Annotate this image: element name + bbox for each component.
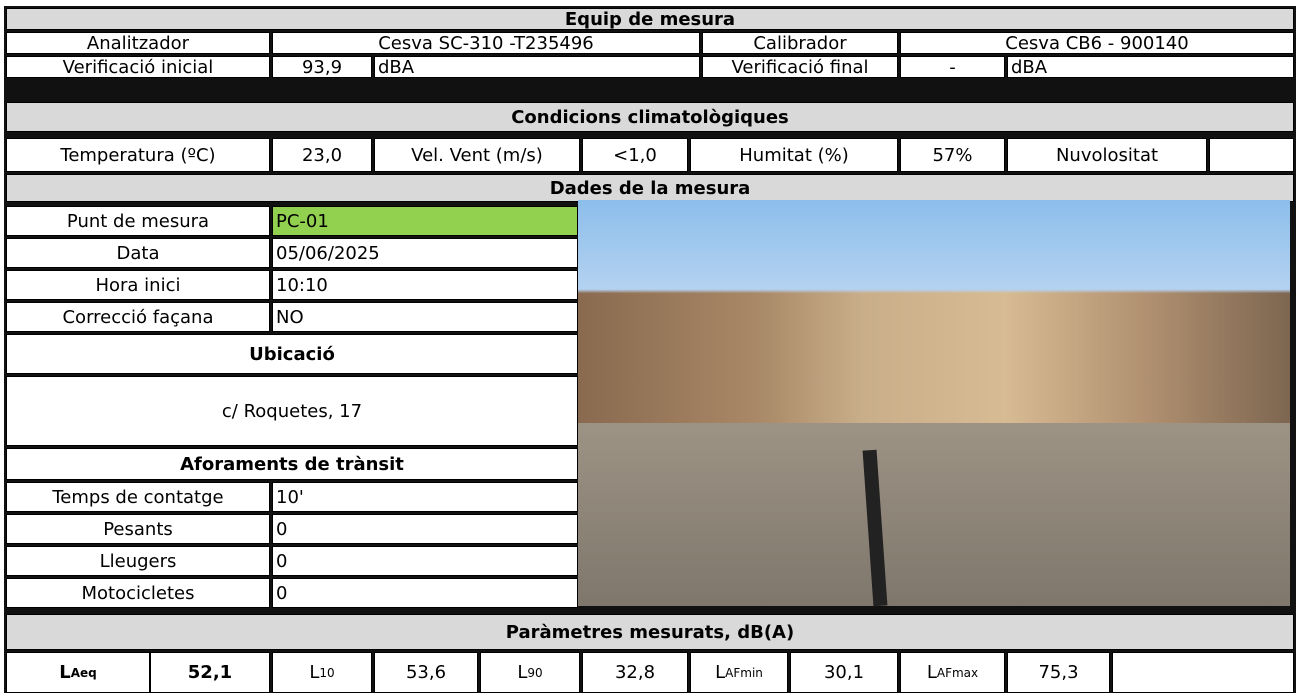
value	[1209, 138, 1294, 172]
parameter-value: 52,1	[150, 652, 270, 693]
label: Analitzador	[6, 32, 270, 54]
value: 10'	[272, 482, 578, 512]
subscript: 10	[319, 665, 335, 680]
section-header: Equip de mesura	[6, 8, 1294, 30]
label: Verificació inicial	[6, 56, 270, 78]
parameter-value: 75,3	[1007, 652, 1110, 693]
empty-cell	[1112, 652, 1294, 693]
parameter-label: L AFmin	[690, 652, 788, 693]
value: Cesva SC-310 -T235496	[272, 32, 700, 54]
section-header: Ubicació	[6, 334, 578, 374]
parameter-label: L Aeq	[6, 652, 150, 693]
parameter-label: L 10	[272, 652, 372, 693]
parameter-value: 32,8	[582, 652, 688, 693]
parameter-label: L AFmax	[900, 652, 1005, 693]
symbol: L	[309, 662, 320, 683]
unit: dBA	[1007, 56, 1294, 78]
symbol: L	[517, 662, 528, 683]
value: 0	[272, 578, 578, 608]
subscript: 90	[527, 665, 543, 680]
parameter-value: 30,1	[790, 652, 898, 693]
value: 57%	[900, 138, 1005, 172]
label: Nuvolositat	[1007, 138, 1207, 172]
value: 93,9	[272, 56, 372, 78]
label: Temperatura (ºC)	[6, 138, 270, 172]
value: 10:10	[272, 270, 578, 300]
value: NO	[272, 302, 578, 332]
label: Humitat (%)	[690, 138, 898, 172]
label: Vel. Vent (m/s)	[374, 138, 580, 172]
subscript: AFmax	[936, 665, 979, 680]
label: Pesants	[6, 514, 270, 544]
subscript: Aeq	[70, 665, 97, 680]
symbol: L	[715, 662, 726, 683]
parameter-value: 53,6	[374, 652, 478, 693]
unit: dBA	[374, 56, 700, 78]
section-header: Paràmetres mesurats, dB(A)	[6, 614, 1294, 650]
label: Temps de contatge	[6, 482, 270, 512]
value: <1,0	[582, 138, 688, 172]
address: c/ Roquetes, 17	[6, 376, 578, 446]
symbol: L	[926, 662, 937, 683]
value: PC-01	[272, 206, 578, 236]
value: 05/06/2025	[272, 238, 578, 268]
value: -	[900, 56, 1005, 78]
label: Data	[6, 238, 270, 268]
value: 0	[272, 546, 578, 576]
label: Calibrador	[702, 32, 898, 54]
label: Hora inici	[6, 270, 270, 300]
section-header: Condicions climatològiques	[6, 102, 1294, 132]
label: Verificació final	[702, 56, 898, 78]
value: 23,0	[272, 138, 372, 172]
value: Cesva CB6 - 900140	[900, 32, 1294, 54]
label: Lleugers	[6, 546, 270, 576]
parameter-label: L 90	[480, 652, 580, 693]
subscript: AFmin	[725, 665, 763, 680]
section-header: Dades de la mesura	[6, 174, 1294, 202]
symbol: L	[59, 662, 71, 683]
label: Correcció façana	[6, 302, 270, 332]
site-photo	[578, 200, 1290, 607]
label: Punt de mesura	[6, 206, 270, 236]
photo-street	[578, 423, 1290, 606]
section-header: Aforaments de trànsit	[6, 448, 578, 480]
label: Motocicletes	[6, 578, 270, 608]
value: 0	[272, 514, 578, 544]
